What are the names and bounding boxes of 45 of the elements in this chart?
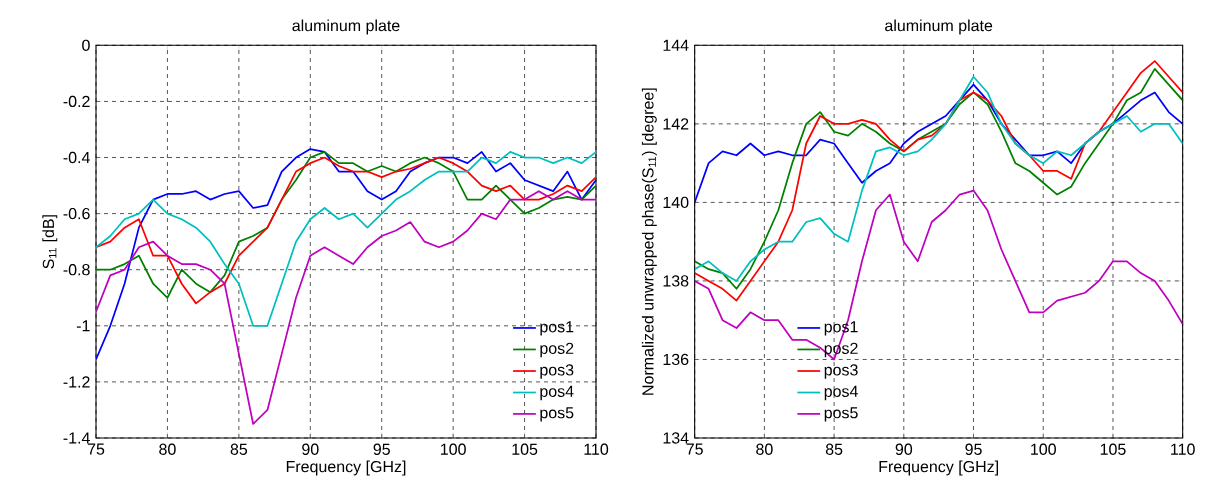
legend-label: pos5 — [824, 407, 858, 422]
y-tick-label: 140 — [663, 196, 689, 209]
x-axis-title: Frequency [GHz] — [879, 460, 998, 476]
x-tick-label: 75 — [87, 443, 105, 455]
x-tick-label: 85 — [825, 443, 843, 455]
x-tick-label: 100 — [441, 443, 466, 455]
y-axis-title: S$_{11}$ [dB] — [42, 215, 58, 269]
legend-label: pos1 — [540, 321, 574, 336]
legend-label: pos5 — [540, 407, 574, 422]
legend-label: pos2 — [540, 342, 574, 358]
x-tick-label: 105 — [512, 443, 538, 455]
legend-label: pos3 — [824, 364, 858, 379]
x-tick-label: 90 — [895, 443, 913, 455]
legend-label: pos4 — [824, 385, 858, 401]
y-tick-label: -0.2 — [63, 95, 90, 108]
y-tick-label: 144 — [663, 39, 689, 51]
x-tick-label: 80 — [756, 443, 773, 455]
x-tick-label: 105 — [1100, 443, 1126, 455]
y-axis-title: Normalized unwrapped phase(S$_{11}$) [degree] — [641, 88, 657, 395]
y-tick-label: 136 — [663, 353, 689, 366]
x-tick-label: 85 — [230, 443, 248, 455]
y-tick-label: -1.2 — [63, 376, 90, 388]
y-tick-label: 142 — [663, 118, 689, 130]
x-tick-label: 110 — [584, 443, 609, 455]
x-axis-title: Frequency [GHz] — [286, 460, 406, 476]
x-tick-label: 95 — [965, 443, 982, 455]
y-tick-label: 134 — [663, 432, 689, 444]
chart-title: aluminum plate — [885, 19, 993, 35]
chart-title: aluminum plate — [292, 19, 400, 35]
y-tick-label: -1 — [76, 320, 90, 332]
y-tick-label: 0 — [82, 39, 90, 51]
x-tick-label: 80 — [159, 443, 176, 455]
y-tick-label: -1.4 — [63, 432, 90, 444]
line-series — [96, 190, 597, 425]
x-tick-label: 95 — [373, 443, 390, 455]
x-tick-label: 75 — [686, 443, 703, 455]
x-tick-label: 90 — [302, 443, 319, 455]
y-tick-label: 138 — [663, 275, 689, 287]
y-tick-label: -0.4 — [63, 151, 90, 164]
legend-label: pos4 — [540, 385, 574, 401]
y-tick-label: -0.8 — [63, 264, 90, 276]
x-tick-label: 110 — [1171, 443, 1195, 455]
x-tick-label: 100 — [1031, 443, 1056, 455]
legend-label: pos3 — [540, 364, 574, 379]
y-tick-label: -0.6 — [63, 207, 90, 220]
